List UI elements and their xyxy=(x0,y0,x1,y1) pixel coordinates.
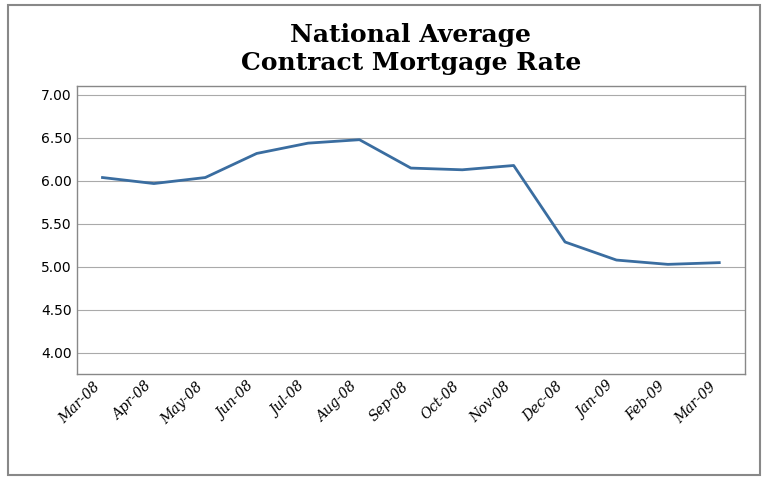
Title: National Average
Contract Mortgage Rate: National Average Contract Mortgage Rate xyxy=(240,23,581,75)
